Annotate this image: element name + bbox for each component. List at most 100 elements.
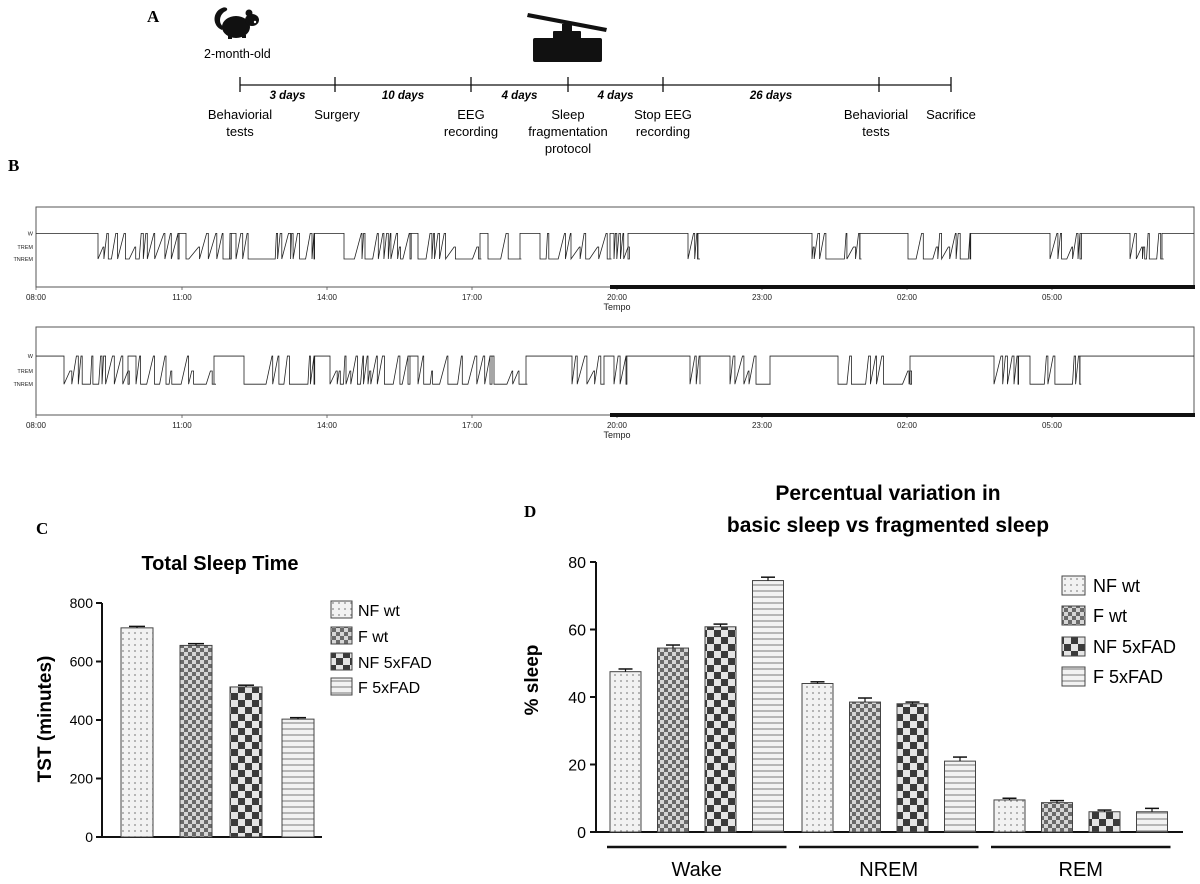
time-tick-label: 17:00 [462, 293, 483, 302]
bar [801, 683, 834, 833]
timeline-event-labels: Behaviorial tests Surgery EEG recording Sleep… [208, 107, 976, 156]
time-tick-label: 05:00 [1042, 421, 1063, 430]
bar [1041, 802, 1073, 833]
timeline-event-label: Sacrifice [926, 107, 976, 122]
y-tick-label: 0 [577, 825, 586, 842]
time-axis-label: Tempo [603, 302, 630, 312]
legend-label: F 5xFAD [358, 680, 420, 697]
category-label: NREM [859, 859, 918, 881]
legend-swatch [1061, 605, 1086, 626]
time-tick-label: 14:00 [317, 421, 338, 430]
legend-label: NF 5xFAD [358, 655, 432, 672]
timeline-event-label: protocol [545, 141, 591, 156]
time-tick-label: 08:00 [26, 293, 47, 302]
legend-swatch [330, 626, 353, 645]
y-tick-label: 60 [568, 623, 586, 640]
state-label: TNREM [13, 257, 33, 263]
bar [657, 647, 689, 833]
sleep-fragmentation-apparatus-icon [527, 13, 607, 62]
panel-letter-c: C [36, 519, 48, 538]
chart-d-title-line-2: basic sleep vs fragmented sleep [727, 514, 1049, 537]
timeline-event-label: tests [226, 124, 254, 139]
timeline-day-label: 4 days [501, 90, 538, 102]
category-label: Wake [672, 859, 722, 881]
legend-label: F 5xFAD [1093, 667, 1163, 687]
legend-label: F wt [1093, 606, 1127, 626]
timeline-event-label: EEG [457, 107, 484, 122]
chart-c-title: Total Sleep Time [141, 553, 298, 575]
timeline-event-label: Surgery [314, 107, 360, 122]
timeline-event-label: Behaviorial [844, 107, 908, 122]
panel-d: D Percentual variation in basic sleep vs… [522, 482, 1183, 881]
state-label: TREM [17, 245, 33, 251]
hypnogram-top: W TREM TNREM 08:00 11:00 14:00 17:00 20:00 23:00… [13, 206, 1195, 312]
chart-d-ylabel: % sleep [522, 645, 543, 716]
legend-swatch [1061, 636, 1086, 657]
time-tick-label: 14:00 [317, 293, 338, 302]
time-tick-label: 02:00 [897, 421, 918, 430]
hypnogram-bottom: W TREM TNREM 08:00 11:00 14:00 17:00 20:00 23:00… [13, 326, 1195, 440]
state-label: TNREM [13, 382, 33, 388]
timeline-event-label: Sleep [551, 107, 584, 122]
y-tick-label: 800 [70, 595, 94, 611]
timeline-day-labels: 3 days 10 days 4 days 4 days 26 days [270, 90, 793, 102]
legend-swatch [1061, 666, 1086, 687]
bar [944, 760, 976, 833]
panel-a: A 2-month-old 3 days 10 days 4 days 4 days 2… [147, 7, 976, 156]
timeline-event-label: recording [636, 124, 690, 139]
panel-letter-d: D [524, 502, 536, 521]
bar [896, 703, 929, 833]
legend-label: F wt [358, 629, 389, 646]
state-label: W [28, 354, 34, 360]
time-tick-label: 11:00 [172, 293, 192, 302]
time-tick-label: 08:00 [26, 421, 47, 430]
timeline-event-label: tests [862, 124, 890, 139]
legend-label: NF wt [1093, 576, 1140, 596]
state-label: W [28, 231, 34, 237]
time-tick-label: 11:00 [172, 421, 192, 430]
panel-letter-a: A [147, 7, 160, 26]
state-label: TREM [17, 369, 33, 375]
legend-label: NF 5xFAD [1093, 637, 1176, 657]
time-axis-label: Tempo [603, 430, 630, 440]
timeline-event-label: Stop EEG [634, 107, 692, 122]
timeline-event-label: recording [444, 124, 498, 139]
legend-label: NF wt [358, 603, 400, 620]
hypnogram-trace [36, 233, 1194, 261]
age-label: 2-month-old [204, 47, 271, 61]
legend-swatch [330, 600, 353, 619]
hypnogram-frame [35, 326, 1195, 416]
timeline-day-label: 4 days [597, 90, 634, 102]
timeline-day-label: 3 days [270, 90, 306, 102]
category-label: REM [1059, 859, 1103, 881]
panel-letter-b: B [8, 156, 19, 175]
bar [849, 701, 881, 833]
hypnogram-trace [36, 355, 1194, 385]
timeline-day-label: 10 days [382, 90, 424, 102]
time-tick-label: 20:00 [607, 421, 628, 430]
time-tick-label: 23:00 [752, 421, 773, 430]
y-tick-label: 20 [568, 758, 586, 775]
y-tick-label: 0 [85, 829, 93, 845]
bar [993, 799, 1026, 833]
bar [179, 644, 213, 838]
time-tick-label: 05:00 [1042, 293, 1063, 302]
timeline-event-label: Behaviorial [208, 107, 272, 122]
y-tick-label: 80 [568, 555, 586, 572]
panel-b: B W TREM TNREM 08:00 11:00 14:00 17:00 20:00 23:… [8, 156, 1195, 440]
bar [229, 686, 263, 838]
bar [1136, 811, 1168, 833]
bar [609, 671, 642, 833]
time-tick-label: 17:00 [462, 421, 483, 430]
timeline-ticks [239, 77, 952, 92]
bar [1088, 811, 1121, 833]
bar [752, 580, 784, 833]
chart-d-title-line-1: Percentual variation in [775, 482, 1000, 505]
chart-c: 0 200 400 600 800 NF wt F wt NF 5xFAD F 5xFAD [70, 595, 432, 845]
legend-swatch [1061, 575, 1086, 596]
bar [704, 626, 737, 833]
bar [120, 627, 154, 838]
time-tick-label: 02:00 [897, 293, 918, 302]
y-tick-label: 200 [70, 771, 94, 787]
